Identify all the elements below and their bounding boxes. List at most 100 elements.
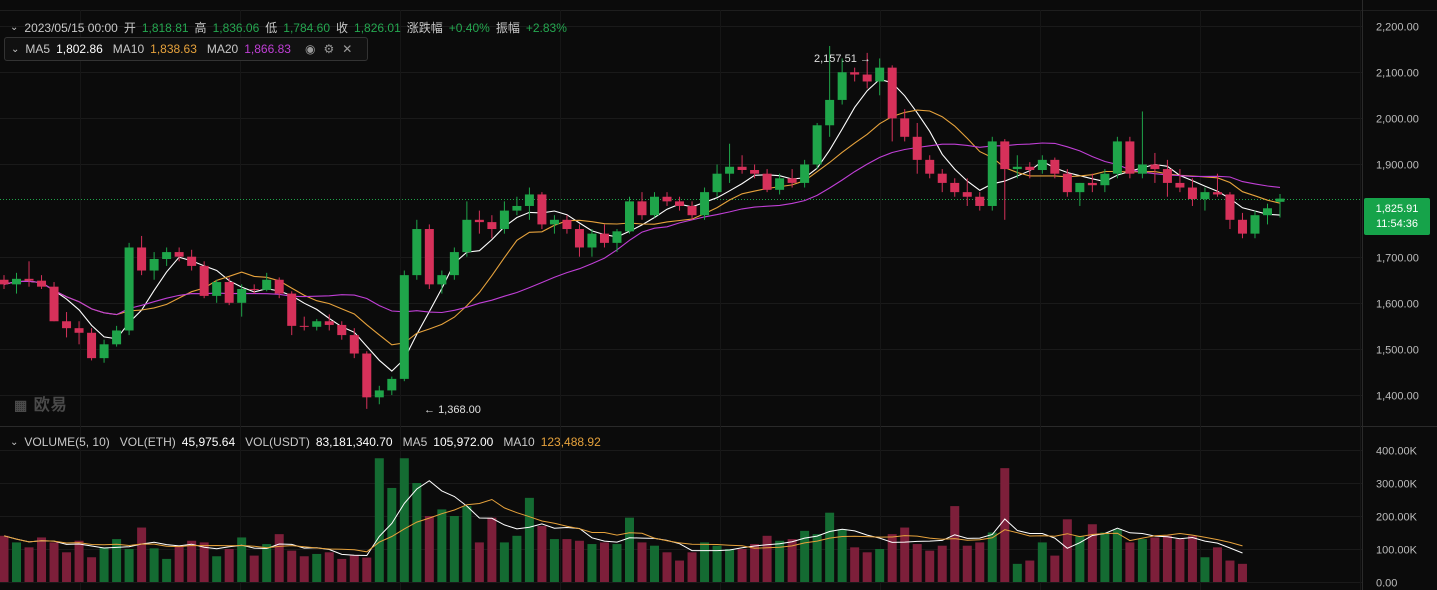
candle-body bbox=[274, 279, 284, 294]
eye-icon[interactable]: ◉ bbox=[304, 42, 316, 56]
gear-icon[interactable]: ⚙ bbox=[323, 42, 335, 56]
vol-ma10-value: 123,488.92 bbox=[540, 435, 601, 449]
candle-body bbox=[362, 353, 372, 398]
volume-bar bbox=[1225, 560, 1235, 582]
high-label: 高 bbox=[194, 21, 207, 35]
volume-bar bbox=[412, 483, 422, 582]
volume-bar bbox=[950, 506, 960, 582]
volume-bar bbox=[775, 540, 785, 582]
candle-body bbox=[1000, 141, 1010, 170]
volume-bar bbox=[650, 545, 660, 582]
open-label: 开 bbox=[123, 21, 136, 35]
volume-bar bbox=[337, 558, 347, 582]
volume-bar bbox=[324, 552, 334, 582]
ma10-value: 1,838.63 bbox=[150, 42, 197, 56]
candle-body bbox=[975, 196, 985, 206]
volume-header: ⌄ VOLUME(5, 10) VOL(ETH) 45,975.64 VOL(U… bbox=[10, 435, 601, 449]
candle-body bbox=[337, 324, 347, 336]
candle-body bbox=[224, 282, 234, 303]
volume-bar bbox=[900, 527, 910, 582]
candle-body bbox=[875, 67, 885, 82]
volume-bar bbox=[112, 539, 122, 582]
volume-bar bbox=[687, 552, 697, 582]
candle-body bbox=[1175, 182, 1185, 188]
volume-tick-label: 300.00K bbox=[1376, 479, 1418, 491]
volume-bar bbox=[787, 539, 797, 582]
volume-bar bbox=[987, 532, 997, 582]
volume-bar bbox=[499, 542, 509, 582]
candle-body bbox=[187, 256, 197, 266]
candle-body bbox=[1050, 159, 1060, 174]
volume-bar bbox=[437, 509, 447, 582]
volume-bar bbox=[1100, 532, 1110, 582]
volume-bar bbox=[1200, 557, 1210, 582]
chevron-down-icon[interactable]: ⌄ bbox=[10, 436, 19, 448]
candle-body bbox=[1187, 187, 1197, 200]
candle-body bbox=[349, 335, 359, 354]
volume-bar bbox=[937, 545, 947, 582]
candle-body bbox=[787, 178, 797, 183]
volume-tick-label: 200.00K bbox=[1376, 512, 1418, 524]
candle-body bbox=[199, 265, 209, 296]
volume-bar bbox=[750, 544, 760, 582]
volume-bar bbox=[975, 542, 985, 582]
candle-body bbox=[574, 229, 584, 248]
change-label: 涨跌幅 bbox=[406, 21, 443, 35]
volume-bar bbox=[574, 540, 584, 582]
candle-body bbox=[437, 275, 447, 285]
chevron-down-icon[interactable]: ⌄ bbox=[11, 43, 20, 55]
close-value: 1,826.01 bbox=[354, 20, 401, 35]
candle-body bbox=[950, 182, 960, 193]
candle-body bbox=[1212, 192, 1222, 195]
candle-body bbox=[737, 166, 747, 171]
volume-tick-label: 0.00 bbox=[1376, 578, 1397, 590]
volume-bar bbox=[1087, 524, 1097, 582]
ma-legend: ⌄ MA5 1,802.86 MA10 1,838.63 MA20 1,866.… bbox=[4, 37, 368, 61]
candle-body bbox=[324, 321, 334, 325]
price-tick-label: 2,100.00 bbox=[1376, 68, 1419, 80]
volume-bar bbox=[1150, 537, 1160, 582]
volume-bar bbox=[599, 542, 609, 582]
close-icon[interactable]: ✕ bbox=[342, 42, 353, 56]
price-tick-label: 1,900.00 bbox=[1376, 160, 1419, 172]
candle-body bbox=[424, 229, 434, 285]
change-value: +0.40% bbox=[448, 20, 490, 35]
candle-body bbox=[1275, 198, 1285, 202]
header-datetime: 2023/05/15 00:00 bbox=[24, 20, 118, 35]
price-tick-label: 2,200.00 bbox=[1376, 22, 1419, 34]
vol-ma5-value: 105,972.00 bbox=[433, 435, 494, 449]
volume-bar bbox=[349, 554, 359, 582]
candle-body bbox=[912, 136, 922, 160]
volume-bar bbox=[399, 458, 409, 582]
candle-body bbox=[1137, 164, 1147, 174]
ma5-label: MA5 bbox=[25, 42, 51, 56]
volume-bar bbox=[137, 527, 147, 582]
volume-bar bbox=[212, 556, 222, 582]
open-value: 1,818.81 bbox=[141, 20, 189, 35]
amplitude-label: 振幅 bbox=[495, 21, 520, 35]
ma20-line bbox=[3, 142, 1281, 316]
candle-body bbox=[850, 72, 860, 75]
volume-bar bbox=[875, 549, 885, 582]
price-tick-label: 2,000.00 bbox=[1376, 114, 1419, 126]
volume-bar bbox=[862, 552, 872, 582]
volume-bar bbox=[87, 557, 97, 582]
candle-body bbox=[1062, 173, 1072, 193]
chevron-down-icon[interactable]: ⌄ bbox=[10, 22, 19, 33]
volume-bar bbox=[374, 458, 384, 582]
volume-bar bbox=[187, 540, 197, 582]
candle-body bbox=[24, 278, 34, 281]
candle-body bbox=[212, 282, 222, 296]
candle-body bbox=[549, 219, 559, 225]
volume-bar bbox=[162, 558, 172, 582]
current-price: 1,825.91 bbox=[1375, 202, 1419, 215]
vol-ma10-label: MA10 bbox=[503, 435, 535, 449]
volume-bar bbox=[299, 556, 309, 582]
candle-body bbox=[762, 173, 772, 190]
volume-title: VOLUME(5, 10) bbox=[24, 435, 110, 449]
candle-body bbox=[612, 231, 622, 243]
candle-body bbox=[675, 201, 685, 206]
candle-body bbox=[937, 173, 947, 183]
candle-body bbox=[399, 275, 409, 379]
